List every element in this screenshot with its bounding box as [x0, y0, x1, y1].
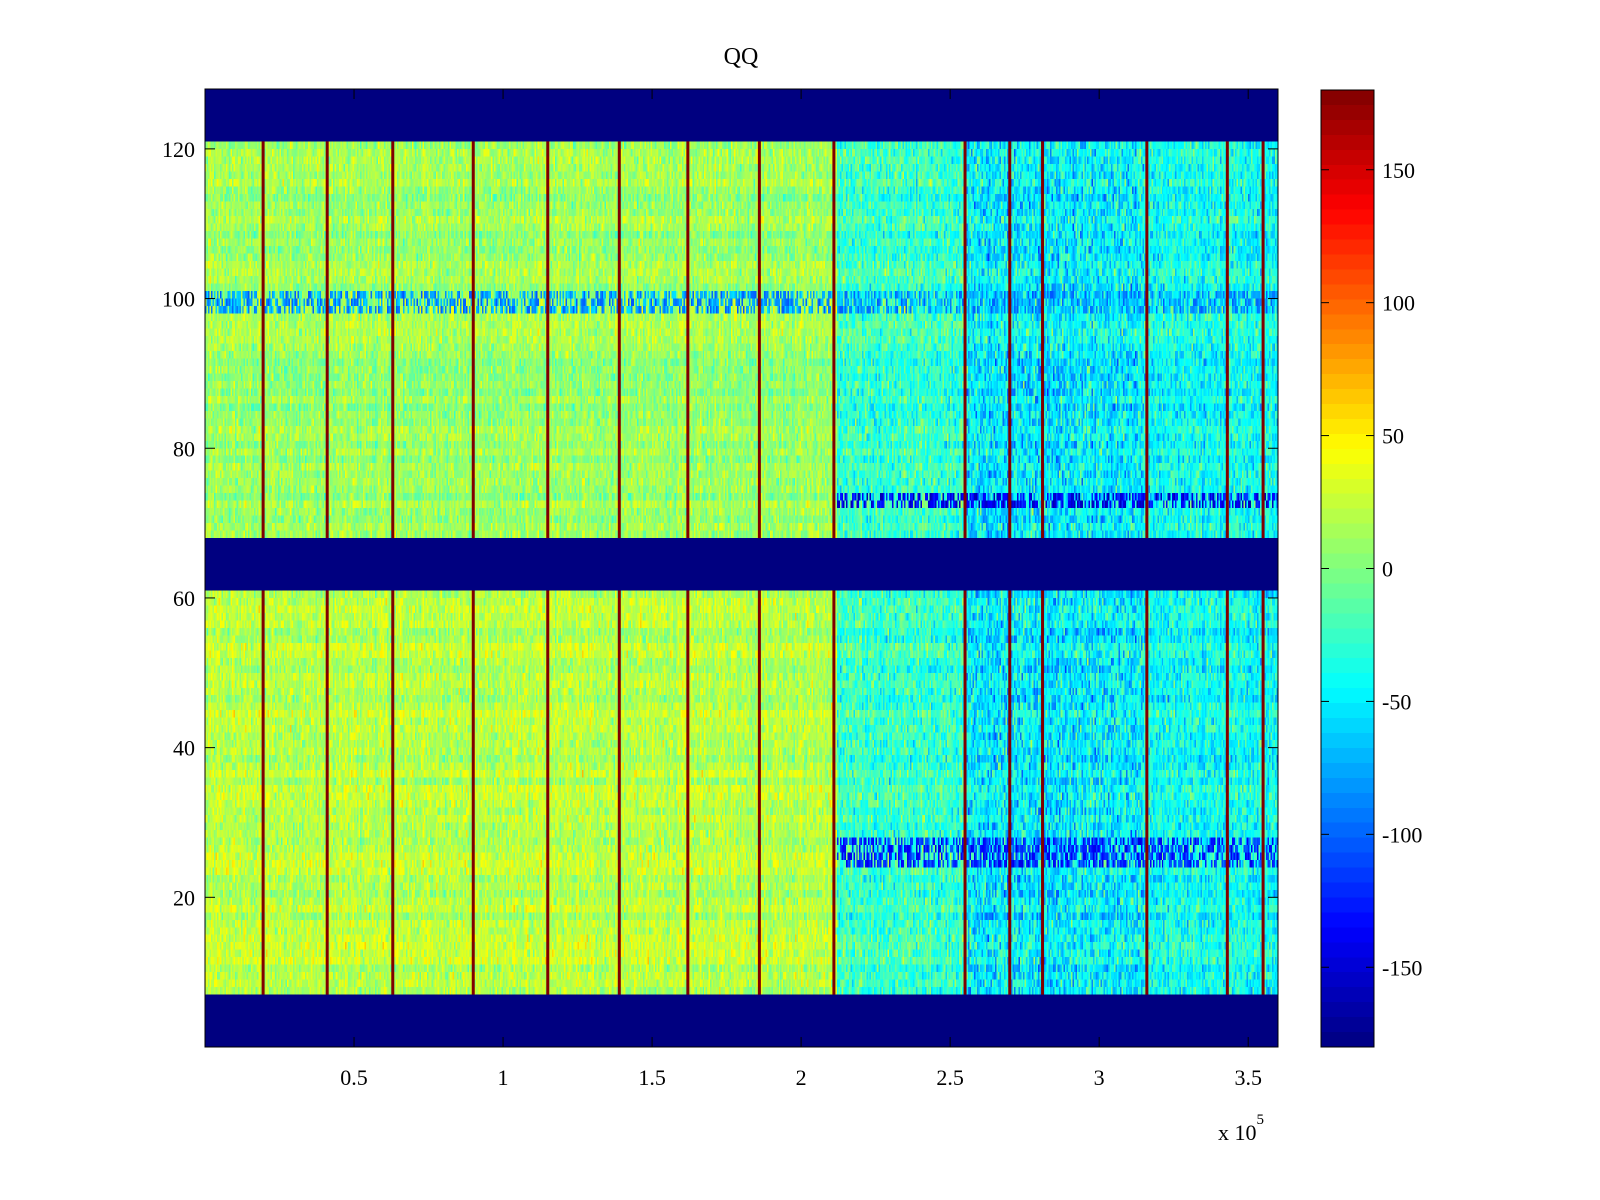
colorbar-tick-label: 50	[1382, 424, 1404, 449]
x-axis: 0.5 1 1.5 2 2.5 3 3.5	[340, 89, 1262, 1090]
y-tick-label: 20	[173, 885, 195, 910]
x-tick-label: 2.5	[936, 1065, 964, 1090]
x-tick-label: 3	[1094, 1065, 1105, 1090]
colorbar	[1321, 90, 1374, 1047]
x-tick-label: 3.5	[1234, 1065, 1262, 1090]
heatmap-lines	[261, 141, 1265, 995]
y-tick-label: 40	[173, 736, 195, 761]
colorbar-tick-label: 150	[1382, 158, 1415, 183]
plot-frame	[204, 88, 1279, 1048]
heatmap-image	[205, 89, 1278, 1047]
chart-title: QQ	[724, 44, 759, 70]
y-tick-label: 80	[173, 436, 195, 461]
y-axis: 20 40 60 80 100 120	[162, 137, 1278, 910]
y-tick-label: 100	[162, 287, 195, 312]
x-tick-label: 2	[796, 1065, 807, 1090]
y-tick-label: 120	[162, 137, 195, 162]
colorbar-tick-label: -50	[1382, 689, 1411, 714]
x-tick-label: 0.5	[340, 1065, 368, 1090]
x-exponent-base: x 10	[1218, 1120, 1257, 1145]
colorbar-tick-label: -100	[1382, 822, 1422, 847]
x-tick-label: 1.5	[638, 1065, 666, 1090]
colorbar-tick-label: 100	[1382, 291, 1415, 316]
x-exponent-label: x 105	[1218, 1112, 1264, 1145]
x-exponent-power: 5	[1257, 1112, 1265, 1128]
colorbar-ticks: 150 100 50 0 -50 -100 -150	[1321, 158, 1422, 980]
colorbar-tick-label: 0	[1382, 557, 1393, 582]
y-tick-label: 60	[173, 586, 195, 611]
colorbar-tick-label: -150	[1382, 955, 1422, 980]
x-tick-label: 1	[498, 1065, 509, 1090]
